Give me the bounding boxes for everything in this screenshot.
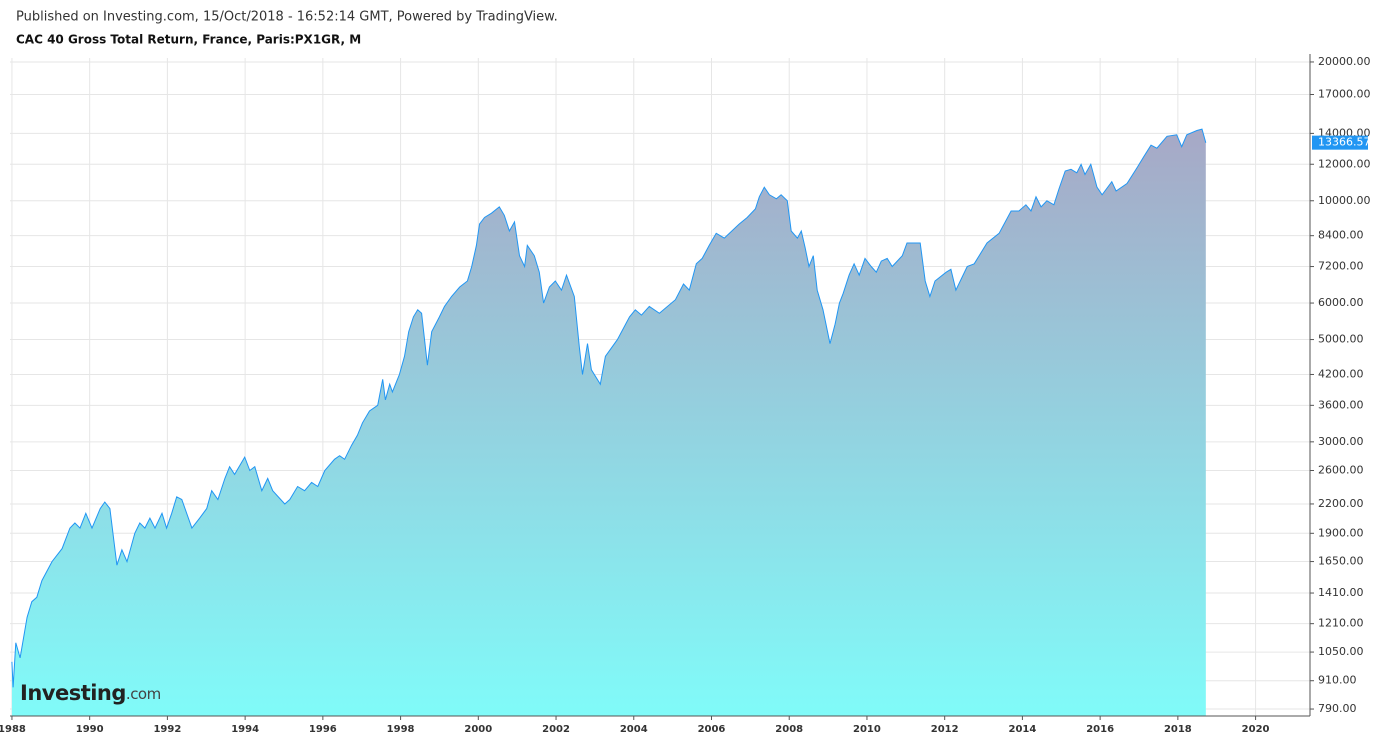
x-tick-label: 2018 <box>1164 724 1192 735</box>
y-tick-label: 17000.00 <box>1318 88 1371 101</box>
area-fill <box>11 129 1206 716</box>
watermark: Investing.com <box>20 681 161 705</box>
x-tick-label: 2000 <box>464 724 492 735</box>
x-tick-label: 2006 <box>698 724 726 735</box>
x-tick-label: 2020 <box>1242 724 1270 735</box>
x-tick-label: 2016 <box>1086 724 1114 735</box>
x-tick-label: 1996 <box>309 724 337 735</box>
y-tick-label: 3600.00 <box>1318 398 1364 411</box>
chart-title: CAC 40 Gross Total Return, France, Paris… <box>16 33 361 47</box>
y-tick-label: 7200.00 <box>1318 260 1364 273</box>
y-tick-label: 2600.00 <box>1318 464 1364 477</box>
y-tick-label: 790.00 <box>1318 702 1357 715</box>
y-tick-label: 1210.00 <box>1318 617 1364 630</box>
y-tick-label: 5000.00 <box>1318 333 1364 346</box>
y-tick-label: 6000.00 <box>1318 296 1364 309</box>
last-value-badge <box>1312 135 1368 150</box>
x-tick-label: 1994 <box>231 724 259 735</box>
y-tick-label: 3000.00 <box>1318 435 1364 448</box>
x-tick-label: 1988 <box>0 724 26 735</box>
y-tick-label: 1900.00 <box>1318 526 1364 539</box>
x-tick-label: 2010 <box>853 724 881 735</box>
x-tick-label: 2008 <box>775 724 803 735</box>
axes: 790.00 910.00 1050.00 1210.00 1410.00 1650.00… <box>0 54 1371 735</box>
y-tick-label: 910.00 <box>1318 674 1357 687</box>
x-tick-label: 2004 <box>620 724 648 735</box>
watermark-suffix: .com <box>126 685 161 703</box>
line <box>11 128 1207 688</box>
y-tick-label: 1650.00 <box>1318 555 1364 568</box>
last-value-label: 13366.57 <box>1318 136 1371 149</box>
x-tick-label: 1990 <box>76 724 104 735</box>
watermark-brand: Investing <box>20 681 126 705</box>
y-tick-label: 4200.00 <box>1318 367 1364 380</box>
y-tick-label: 1050.00 <box>1318 645 1364 658</box>
x-tick-label: 2012 <box>931 724 959 735</box>
y-tick-label: 10000.00 <box>1318 194 1371 207</box>
x-tick-label: 2002 <box>542 724 570 735</box>
y-tick-label: 2200.00 <box>1318 497 1364 510</box>
x-tick-label: 1992 <box>153 724 181 735</box>
y-tick-label: 12000.00 <box>1318 157 1371 170</box>
x-tick-label: 2014 <box>1008 724 1036 735</box>
x-tick-label: 1998 <box>387 724 415 735</box>
y-tick-label: 8400.00 <box>1318 229 1364 242</box>
y-tick-label: 1410.00 <box>1318 586 1364 599</box>
y-tick-label: 20000.00 <box>1318 55 1371 68</box>
plot <box>11 128 1207 716</box>
published-line: Published on Investing.com, 15/Oct/2018 … <box>16 10 558 25</box>
